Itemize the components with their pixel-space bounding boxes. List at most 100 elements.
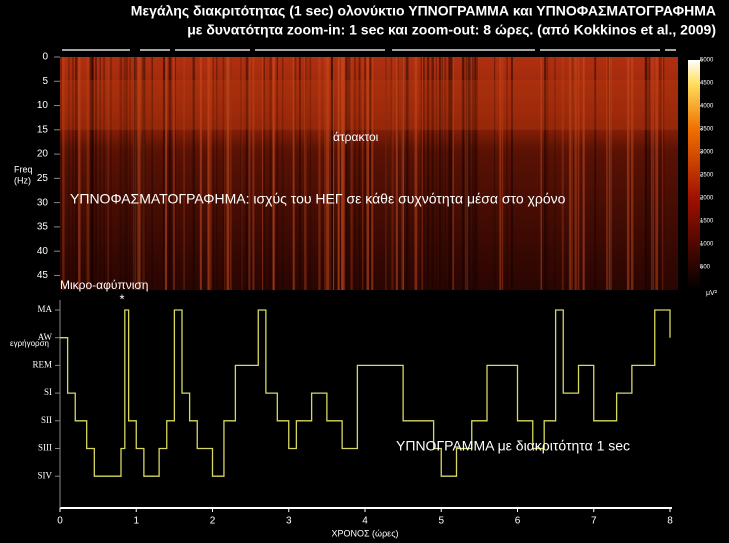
stripe bbox=[71, 57, 75, 290]
y-tick-label: REM bbox=[32, 359, 52, 369]
stripe bbox=[371, 57, 374, 290]
stripe bbox=[192, 57, 195, 290]
stripe bbox=[333, 57, 335, 290]
stripe bbox=[142, 57, 145, 290]
x-tick-label: 0 bbox=[57, 516, 63, 527]
annotation: άτρακτοι bbox=[333, 130, 379, 144]
stripe bbox=[341, 57, 344, 290]
stripe bbox=[226, 57, 230, 290]
annotation: ΥΠΝΟΓΡΑΜΜΑ με διακριτότητα 1 sec bbox=[396, 438, 630, 454]
colorbar bbox=[688, 60, 700, 290]
stripe bbox=[540, 57, 542, 290]
stripe bbox=[341, 57, 344, 290]
stripe bbox=[183, 57, 185, 290]
annotation: εγρήγορση bbox=[10, 339, 49, 348]
stripe bbox=[338, 57, 340, 290]
stripe bbox=[472, 57, 474, 290]
stripe bbox=[546, 57, 549, 290]
stripe bbox=[337, 57, 340, 290]
stripe bbox=[493, 57, 496, 290]
stripe bbox=[467, 57, 471, 290]
stripe bbox=[656, 57, 658, 290]
stripe bbox=[390, 57, 393, 290]
y-label: Freq bbox=[14, 164, 33, 174]
stripe bbox=[350, 57, 353, 290]
stripe bbox=[324, 57, 327, 290]
stripe bbox=[544, 57, 547, 290]
stripe bbox=[216, 57, 218, 290]
stripe bbox=[402, 57, 405, 290]
y-tick-label: 0 bbox=[42, 52, 48, 63]
stripe bbox=[263, 57, 265, 290]
x-tick-label: 6 bbox=[515, 516, 521, 527]
stripe bbox=[261, 57, 264, 290]
stripe bbox=[405, 57, 409, 290]
stripe bbox=[610, 57, 612, 290]
x-tick-label: 7 bbox=[591, 516, 597, 527]
stripe bbox=[68, 57, 70, 290]
stripe bbox=[652, 57, 655, 290]
stripe bbox=[173, 57, 175, 290]
stripe bbox=[461, 57, 465, 290]
stripe bbox=[342, 57, 346, 290]
stripe bbox=[107, 57, 109, 290]
stripe bbox=[304, 57, 307, 290]
stripe bbox=[450, 57, 453, 290]
stripe bbox=[431, 57, 434, 290]
stripe bbox=[168, 57, 172, 290]
stripe bbox=[330, 57, 333, 290]
stripe bbox=[138, 57, 142, 290]
stripe bbox=[212, 57, 214, 290]
colorbar-unit: μV² bbox=[706, 290, 718, 297]
y-tick-label: SIV bbox=[37, 470, 52, 480]
stripe bbox=[568, 57, 571, 290]
stripe bbox=[245, 57, 249, 290]
stripe bbox=[561, 57, 564, 290]
stripe bbox=[607, 57, 609, 290]
stripe bbox=[281, 57, 284, 290]
stripe bbox=[86, 57, 90, 290]
stripe bbox=[174, 57, 176, 290]
stripe bbox=[385, 57, 387, 290]
stripe bbox=[659, 57, 662, 290]
stripe bbox=[644, 57, 648, 290]
y-tick-label: 30 bbox=[37, 197, 49, 208]
stripe bbox=[199, 57, 202, 290]
stripe bbox=[272, 57, 274, 290]
y-tick-label: SII bbox=[41, 415, 52, 425]
stripe bbox=[465, 57, 467, 290]
stripe bbox=[103, 57, 105, 290]
stripe bbox=[358, 57, 361, 290]
stripe bbox=[133, 57, 136, 290]
stripe bbox=[499, 57, 502, 290]
y-tick-label: 45 bbox=[37, 270, 49, 281]
colorbar-tick-label: 3000 bbox=[700, 150, 714, 156]
y-tick-label: 10 bbox=[37, 100, 49, 111]
colorbar-tick-label: 3500 bbox=[700, 127, 714, 133]
stripe bbox=[574, 57, 577, 290]
x-tick-label: 4 bbox=[362, 516, 368, 527]
x-tick-label: 5 bbox=[438, 516, 444, 527]
stripe bbox=[129, 57, 131, 290]
stripe bbox=[630, 57, 634, 290]
stripe bbox=[435, 57, 438, 290]
stripe bbox=[345, 57, 348, 290]
stripe bbox=[134, 57, 138, 290]
stripe bbox=[395, 57, 399, 290]
y-label: (Hz) bbox=[14, 175, 31, 185]
stripe bbox=[354, 57, 356, 290]
stripe bbox=[448, 57, 450, 290]
stripe bbox=[473, 57, 477, 290]
stripe bbox=[554, 57, 556, 290]
stripe bbox=[252, 57, 255, 290]
stripe bbox=[362, 57, 364, 290]
y-tick-label: 5 bbox=[42, 76, 48, 87]
stripe bbox=[200, 57, 202, 290]
stripe bbox=[75, 57, 78, 290]
stripe bbox=[110, 57, 112, 290]
stripe bbox=[123, 57, 127, 290]
stripe bbox=[224, 57, 226, 290]
stripe bbox=[463, 57, 465, 290]
y-tick-label: SI bbox=[44, 387, 52, 397]
